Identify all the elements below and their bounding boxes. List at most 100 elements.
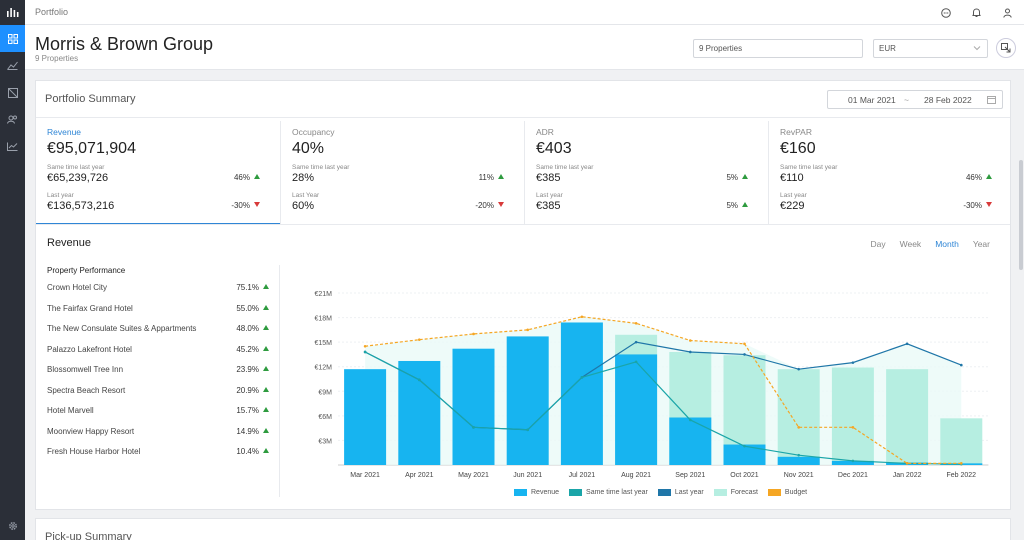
kpi-ly-value: 60%	[292, 200, 315, 212]
legend-item-revenue[interactable]: Revenue	[514, 489, 559, 496]
page-header: Morris & Brown Group 9 Properties 9 Prop…	[25, 25, 1024, 70]
budget-point	[526, 328, 529, 332]
property-name: Blossomwell Tree Inn	[47, 365, 124, 374]
budget-point	[851, 426, 855, 429]
properties-select-value: 9 Properties	[699, 44, 743, 53]
budget-point	[363, 344, 367, 348]
tab-day[interactable]: Day	[870, 239, 886, 249]
kpi-ly-value: €229	[780, 200, 805, 212]
sidebar-item-trends[interactable]	[0, 52, 25, 79]
last-year-point	[797, 367, 800, 371]
x-tick-label: Mar 2021	[350, 472, 380, 479]
top-bar: Portfolio	[25, 0, 1024, 25]
arrow-up-icon	[263, 304, 269, 310]
y-tick-label: €18M	[314, 316, 332, 323]
user-icon[interactable]	[1001, 6, 1014, 19]
portfolio-summary-card: Portfolio Summary 01 Mar 2021 ~ 28 Feb 2…	[35, 80, 1011, 510]
list-item[interactable]: The Fairfax Grand Hotel 55.0%	[47, 304, 269, 325]
revenue-bar	[506, 336, 549, 465]
property-pct: 45.2%	[236, 345, 269, 354]
grid-icon	[7, 33, 18, 44]
page-subtitle: 9 Properties	[35, 54, 79, 63]
kpi-value: 40%	[292, 140, 325, 157]
kpi-revenue[interactable]: Revenue €95,071,904 Same time last year €…	[36, 121, 280, 225]
report-icon	[7, 87, 18, 98]
property-name: Hotel Marvell	[47, 406, 94, 415]
currency-select[interactable]: EUR	[873, 39, 988, 58]
tab-month[interactable]: Month	[935, 239, 959, 249]
property-name: Fresh House Harbor Hotel	[47, 447, 141, 456]
bell-icon[interactable]	[970, 6, 983, 19]
x-tick-label: Oct 2021	[730, 472, 759, 479]
scrollbar-thumb[interactable]	[1019, 160, 1023, 270]
list-item[interactable]: Hotel Marvell 15.7%	[47, 406, 269, 427]
list-item[interactable]: The New Consulate Suites & Appartments 48…	[47, 324, 269, 345]
chart-legend: Revenue Same time last year Last year Fo…	[514, 489, 807, 496]
arrow-up-icon	[263, 448, 269, 453]
property-pct: 75.1%	[236, 283, 269, 292]
list-item[interactable]: Blossomwell Tree Inn 23.9%	[47, 365, 269, 386]
y-tick-label: €21M	[314, 291, 332, 298]
arrow-up-icon	[263, 407, 269, 412]
list-item[interactable]: Crown Hotel City 75.1%	[47, 283, 269, 304]
legend-item-budget[interactable]: Budget	[767, 489, 807, 496]
kpi-label: Revenue	[47, 127, 82, 137]
settings-icon[interactable]	[0, 516, 25, 536]
kpi-revpar[interactable]: RevPAR €160 Same time last year €110 46% L…	[768, 121, 1012, 225]
same-time-last-year-point	[689, 418, 692, 422]
revenue-bar	[615, 354, 658, 465]
scrollbar[interactable]	[1018, 70, 1024, 540]
x-tick-label: Jul 2021	[569, 472, 596, 479]
divider	[36, 224, 1010, 225]
legend-swatch	[713, 489, 727, 496]
sidebar-item-analytics[interactable]	[0, 133, 25, 160]
list-item[interactable]: Spectra Beach Resort 20.9%	[47, 386, 269, 407]
property-name: Spectra Beach Resort	[47, 385, 126, 395]
legend-item-last-year[interactable]: Last year	[657, 489, 704, 496]
forecast-bar	[886, 369, 929, 465]
date-from: 01 Mar 2021	[848, 94, 896, 105]
same-time-last-year-point	[743, 444, 746, 448]
revenue-chart: €3M €6M €9M €12M €15M €18M €21M Mar 2021 Apr 202…	[314, 291, 989, 479]
property-name: Palazzo Lakefront Hotel	[47, 344, 132, 354]
revenue-bar	[831, 460, 874, 465]
tab-week[interactable]: Week	[899, 239, 922, 249]
sidebar-item-reports[interactable]	[0, 79, 25, 106]
list-item[interactable]: Palazzo Lakefront Hotel 45.2%	[47, 345, 269, 366]
pickup-summary-title: Pick-up Summary	[45, 531, 132, 540]
portfolio-summary-title: Portfolio Summary	[45, 93, 136, 105]
arrow-up-icon	[254, 174, 260, 179]
arrow-up-icon	[986, 174, 992, 179]
kpi-occupancy[interactable]: Occupancy 40% Same time last year 28% 11% …	[280, 121, 524, 225]
list-item[interactable]: Fresh House Harbor Hotel 10.4%	[47, 447, 269, 468]
list-item[interactable]: Moonview Happy Resort 14.9%	[47, 427, 269, 448]
kpi-label: RevPAR	[780, 127, 812, 137]
date-range-picker[interactable]: 01 Mar 2021 ~ 28 Feb 2022	[827, 90, 1003, 109]
kpi-adr[interactable]: ADR €403 Same time last year €385 5% Last …	[524, 121, 768, 225]
breadcrumb[interactable]: Portfolio	[35, 7, 69, 17]
sidebar-item-users[interactable]	[0, 106, 25, 133]
kpi-ly-label: Last year	[536, 192, 563, 199]
property-name: The New Consulate Suites & Appartments	[47, 324, 197, 333]
app-logo[interactable]	[0, 0, 25, 25]
property-pct: 15.7%	[236, 406, 269, 415]
same-time-last-year-point	[580, 376, 584, 379]
same-time-last-year-point	[363, 350, 367, 354]
export-icon	[1001, 43, 1011, 53]
revenue-bar	[777, 456, 820, 465]
chevron-down-icon	[973, 44, 981, 53]
properties-select[interactable]: 9 Properties	[693, 39, 863, 58]
tab-year[interactable]: Year	[972, 239, 990, 249]
same-time-last-year-point	[797, 453, 800, 457]
help-icon[interactable]	[939, 6, 952, 19]
property-pct: 10.4%	[236, 447, 269, 456]
last-year-point	[905, 342, 909, 346]
kpi-stly-value: €385	[536, 172, 561, 184]
sidebar	[0, 0, 25, 540]
legend-item-forecast[interactable]: Forecast	[713, 489, 758, 496]
kpi-value: €403	[536, 140, 572, 157]
legend-item-stly[interactable]: Same time last year	[569, 489, 648, 496]
budget-point	[743, 342, 746, 346]
export-button[interactable]	[996, 38, 1016, 58]
sidebar-item-portfolio[interactable]	[0, 25, 25, 52]
